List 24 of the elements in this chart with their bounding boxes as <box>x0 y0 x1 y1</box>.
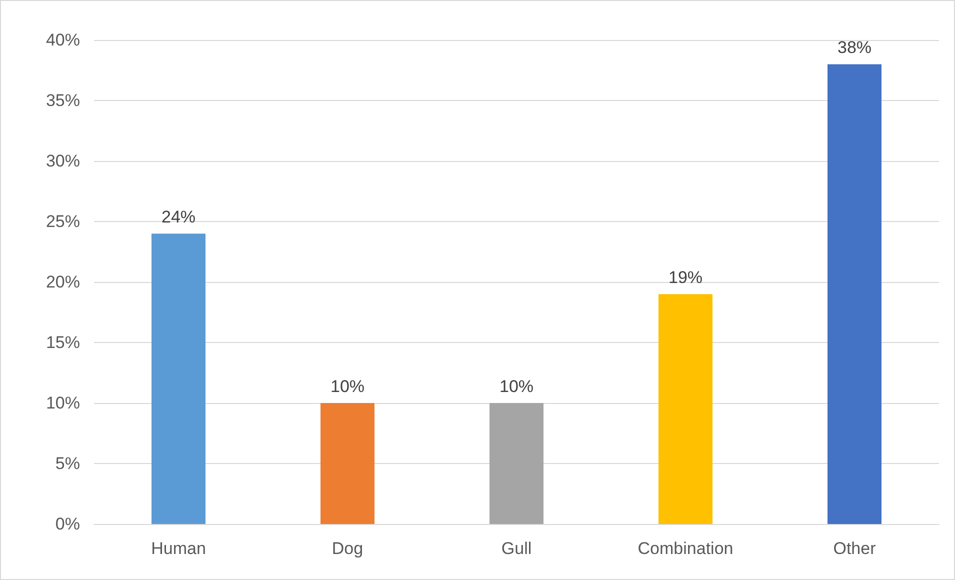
y-tick-label: 10% <box>46 394 80 412</box>
y-tick-label: 25% <box>46 212 80 231</box>
x-tick-label: Dog <box>332 539 364 558</box>
data-label: 10% <box>499 377 534 396</box>
y-tick-label: 20% <box>46 272 80 292</box>
bar <box>152 234 206 524</box>
y-tick-label: 0% <box>55 514 80 534</box>
data-label: 10% <box>330 377 365 396</box>
bar <box>490 403 544 524</box>
data-label: 24% <box>161 208 196 227</box>
x-tick-label: Other <box>833 539 876 558</box>
y-tick-label: 5% <box>55 454 80 473</box>
y-tick-label: 15% <box>46 333 80 352</box>
data-label: 19% <box>668 268 703 288</box>
y-tick-label: 35% <box>46 91 80 110</box>
bar <box>658 294 712 524</box>
x-tick-label: Combination <box>638 539 734 558</box>
bar <box>828 64 882 524</box>
x-tick-label: Human <box>151 539 206 558</box>
y-tick-label: 40% <box>46 30 80 50</box>
y-tick-label: 30% <box>46 152 80 170</box>
x-tick-label: Gull <box>501 539 532 558</box>
bar <box>320 403 374 524</box>
data-label: 38% <box>837 38 872 58</box>
